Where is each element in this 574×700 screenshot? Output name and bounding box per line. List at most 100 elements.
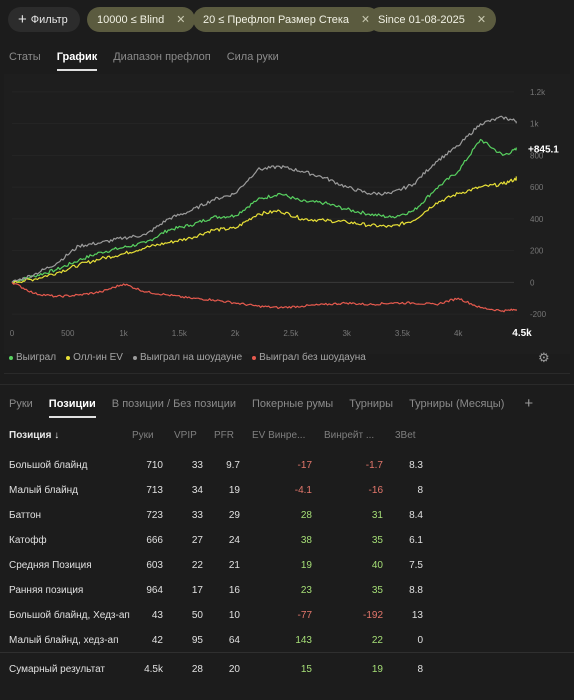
column-header-3bet[interactable]: 3Bet [395,430,416,441]
cell-3bet: 0 [417,635,423,646]
y-tick-label: 600 [530,183,544,192]
series-line [11,115,517,283]
tab-in-out-position[interactable]: В позиции / Без позиции [111,398,237,410]
tab-hand-strength[interactable]: Сила руки [226,51,279,63]
cell-hands: 42 [151,635,163,646]
chart-svg: 1.2k 1k 800 600 400 200 0 -200 0 500 1k 1.5k 2k 2.5k 3… [4,74,570,354]
tab-stats[interactable]: Статы [9,51,41,63]
legend-dot [252,355,257,360]
filter-chip-stack[interactable]: 20 ≤ Префлоп Размер Стека ✕ [193,7,381,32]
tab-tournaments[interactable]: Турниры [349,398,394,410]
cell-winrate: 35 [371,585,383,596]
chart-legend: Выиграл Олл-ин EV Выиграл на шоудауне Вы… [9,352,376,363]
add-tab-icon[interactable]: + [524,395,534,412]
cell-hands: 603 [146,560,163,571]
cell-pfr: 64 [228,635,240,646]
x-tick-label: 2k [231,329,240,338]
table-row[interactable]: Средняя Позиция 603 22 21 19 40 7.5 [0,555,574,579]
cell-vpip: 17 [191,585,203,596]
cell-hands: 43 [151,610,163,621]
tab-chart[interactable]: График [56,51,98,71]
legend-item-showdown[interactable]: Выиграл на шоудауне [132,352,243,363]
cell-hands: 710 [146,460,163,471]
cell-pfr: 10 [228,610,240,621]
x-tick-label: 2.5k [283,329,299,338]
cell-ev-winrate: -77 [297,610,312,621]
filter-chip-date[interactable]: Since 01-08-2025 ✕ [368,7,497,32]
table-row[interactable]: Катофф 666 27 24 38 35 6.1 [0,530,574,554]
legend-dot [66,355,71,360]
cell-hands: 713 [146,485,163,496]
cell-hands: 723 [146,510,163,521]
cell-pfr: 29 [228,510,240,521]
column-header-vpip[interactable]: VPIP [174,430,197,441]
legend-dot [132,355,137,360]
cell-position: Средняя Позиция [9,560,92,571]
legend-label: Выиграл [16,352,57,363]
column-header-position[interactable]: Позиция ↓ [9,430,60,441]
series-line [11,138,517,283]
column-header-hands[interactable]: Руки [132,430,154,441]
table-row[interactable]: Малый блайнд, хедз-ап 42 95 64 143 22 0 [0,630,574,654]
cell-pfr: 16 [228,585,240,596]
tab-poker-rooms[interactable]: Покерные румы [252,398,334,410]
series-line [11,281,517,313]
column-header-winrate[interactable]: Винрейт ... [324,430,375,441]
y-tick-label: 1k [530,120,539,129]
summary-row[interactable]: Сумарный результат 4.5k 28 20 15 19 8 [0,659,574,683]
cell-vpip: 27 [191,535,203,546]
filter-chip-blind[interactable]: 10000 ≤ Blind ✕ [87,7,196,32]
cell-winrate: -16 [368,485,383,496]
close-icon[interactable]: ✕ [361,14,371,26]
cell-3bet: 8.4 [409,510,423,521]
tab-tournaments-months[interactable]: Турниры (Месяцы) [409,398,505,410]
cell-3bet: 8 [417,485,423,496]
cell-3bet: 7.5 [409,560,423,571]
x-tick-label: 0 [10,329,15,338]
table-header: Позиция ↓ Руки VPIP PFR EV Винре... Винр… [0,426,574,452]
table-row[interactable]: Баттон 723 33 29 28 31 8.4 [0,505,574,529]
cell-hands: 964 [146,585,163,596]
table-row[interactable]: Ранняя позиция 964 17 16 23 35 8.8 [0,580,574,604]
legend-item-won[interactable]: Выиграл [9,352,56,363]
cell-ev-winrate: -17 [297,460,312,471]
cell-ev-winrate: 19 [300,560,312,571]
tab-positions[interactable]: Позиции [48,398,96,418]
x-tick-label: 4k [454,329,463,338]
table-row[interactable]: Большой блайнд, Хедз-ап 43 50 10 -77 -192 13 [0,605,574,629]
filter-chip-label: 20 ≤ Префлоп Размер Стека [203,13,350,26]
cell-3bet: 13 [411,610,423,621]
legend-item-non-showdown[interactable]: Выиграл без шоудауна [252,352,366,363]
close-icon[interactable]: ✕ [476,14,487,26]
divider [0,384,574,385]
cell-vpip: 95 [191,635,203,646]
legend-dot [9,355,13,360]
cell-3bet: 6.1 [409,535,423,546]
cell-ev-winrate: -4.1 [294,485,312,496]
table-row[interactable]: Малый блайнд 713 34 19 -4.1 -16 8 [0,480,574,504]
column-header-pfr[interactable]: PFR [214,430,234,441]
cell-position: Малый блайнд, хедз-ап [9,635,119,646]
filter-chip-label: 10000 ≤ Blind [97,13,165,26]
bottom-tabs: Руки Позиции В позиции / Без позиции Пок… [9,395,549,418]
tab-hands[interactable]: Руки [9,398,33,410]
legend-item-allin-ev[interactable]: Олл-ин EV [66,352,123,363]
cell-winrate: 40 [371,560,383,571]
cell-vpip: 28 [191,664,203,675]
cell-vpip: 34 [191,485,203,496]
close-icon[interactable]: ✕ [176,14,186,26]
legend-label: Выиграл на шоудауне [139,352,243,363]
filter-button[interactable]: + Фильтр [8,7,80,32]
table-row[interactable]: Большой блайнд 710 33 9.7 -17 -1.7 8.3 [0,455,574,479]
gear-icon[interactable]: ⚙ [538,350,550,365]
cell-vpip: 22 [191,560,203,571]
cell-pfr: 20 [228,664,240,675]
column-header-ev-winrate[interactable]: EV Винре... [252,430,306,441]
cell-winrate: -192 [362,610,383,621]
cell-winrate: 22 [371,635,383,646]
tab-preflop-range[interactable]: Диапазон префлоп [113,51,211,63]
cell-pfr: 9.7 [226,460,240,471]
legend-label: Выиграл без шоудауна [259,352,366,363]
series-line [11,176,517,285]
x-tick-label: 3.5k [395,329,411,338]
